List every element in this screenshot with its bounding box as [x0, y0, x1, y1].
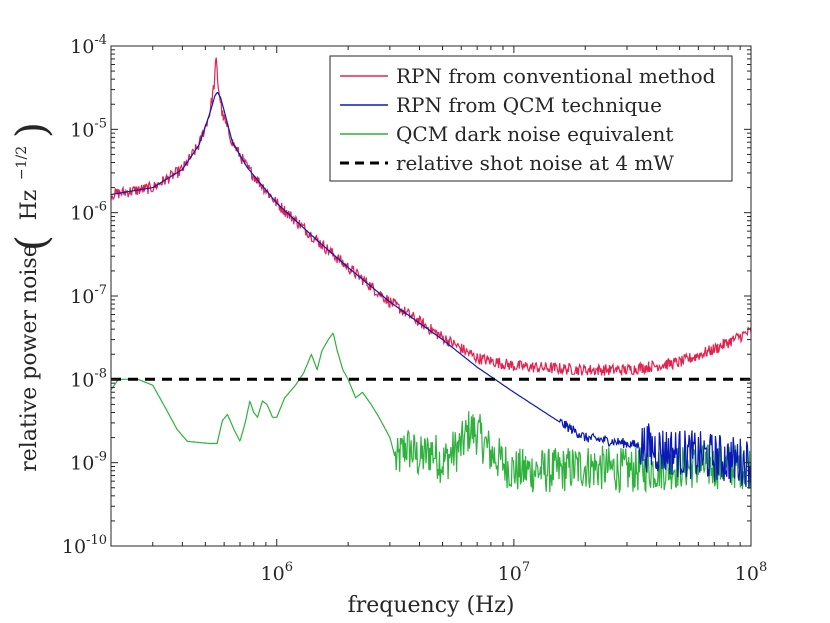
legend: RPN from conventional method RPN from QCM…	[329, 55, 733, 182]
y-axis-label-group: relative power noise ( Hz −1/2 )	[7, 122, 56, 472]
y-tick-label: 10-10	[62, 533, 107, 558]
y-axis-unit-exponent: −1/2	[14, 146, 30, 180]
y-tick-label: 10-8	[70, 366, 107, 391]
tick-layer: 10-10 10-9 10-8 10-7 10-6 10-5 10-4 106 107 108	[62, 33, 767, 585]
y-axis-label: relative power noise	[17, 244, 42, 471]
y-tick-label: 10-9	[70, 450, 107, 475]
y-tick-label: 10-6	[70, 200, 107, 225]
series-line-2	[111, 332, 751, 494]
legend-label-2: QCM dark noise equivalent	[396, 122, 673, 146]
y-tick-label: 10-4	[70, 33, 107, 58]
y-tick-label: 10-5	[70, 116, 107, 141]
series-line-1	[111, 91, 751, 488]
x-tick-label: 108	[735, 560, 767, 585]
y-tick-label: 10-7	[70, 283, 107, 308]
x-tick-label: 107	[498, 560, 530, 585]
x-tick-label: 106	[261, 560, 293, 585]
series-layer	[111, 57, 751, 494]
legend-box	[329, 55, 733, 182]
series-line-0	[111, 57, 751, 376]
legend-label-3: relative shot noise at 4 mW	[396, 151, 674, 175]
x-axis-label: frequency (Hz)	[348, 593, 515, 618]
legend-label-0: RPN from conventional method	[396, 64, 716, 88]
plot-frame	[110, 45, 752, 547]
y-axis-unit-paren-open: (	[7, 235, 56, 251]
y-axis-unit-paren-close: )	[7, 122, 56, 138]
legend-label-1: RPN from QCM technique	[396, 93, 662, 117]
y-axis-unit: Hz	[17, 190, 42, 221]
